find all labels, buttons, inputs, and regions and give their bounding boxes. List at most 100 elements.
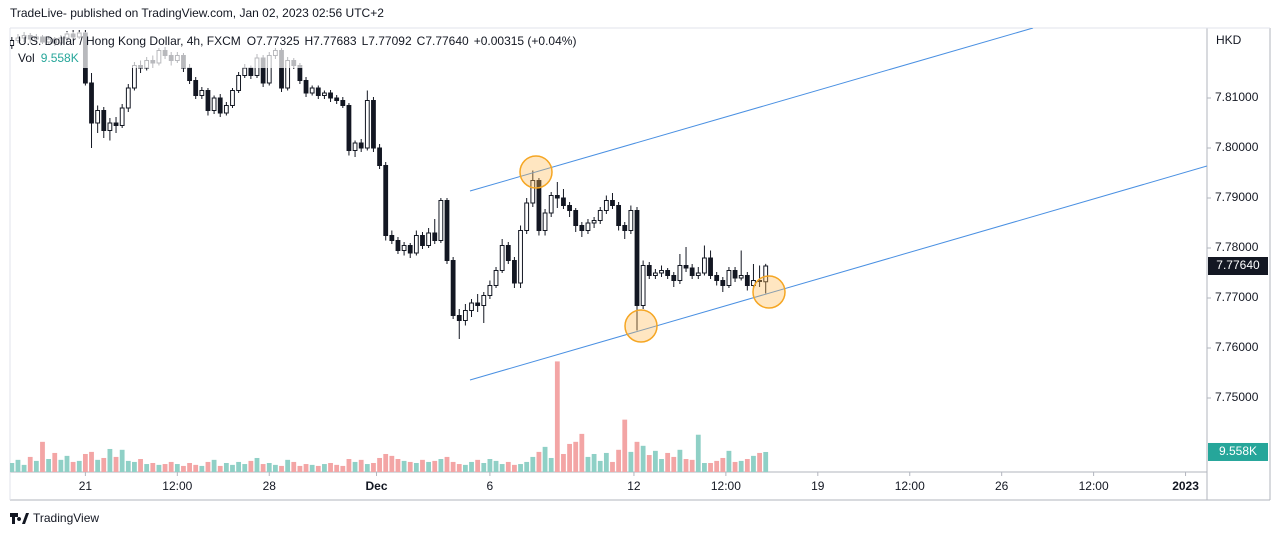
volume-bar	[548, 457, 554, 472]
volume-bar	[603, 452, 609, 472]
volume-bar	[272, 464, 278, 472]
candle-body	[383, 165, 389, 236]
volume-bar	[659, 459, 664, 472]
last-price-label: 7.77640	[1216, 258, 1260, 272]
volume-bar	[193, 464, 199, 472]
volume-bar	[181, 465, 186, 472]
candle-body	[603, 200, 609, 211]
publish-header: TradeLive- published on TradingView.com,…	[10, 6, 384, 20]
ohlc-value: 7.77092	[368, 34, 412, 48]
candle-body	[199, 90, 205, 96]
volume-bar	[512, 464, 517, 472]
volume-bar	[616, 449, 622, 472]
volume-bar	[732, 461, 738, 472]
volume-bar	[309, 464, 315, 472]
volume-bar	[542, 446, 548, 472]
candle-body	[671, 275, 677, 281]
candle-body	[413, 235, 419, 254]
volume-bar	[150, 462, 156, 472]
candle-body	[567, 205, 572, 211]
volume-bar	[248, 460, 254, 472]
volume-bar	[438, 459, 444, 472]
candle-body	[640, 265, 646, 306]
candle-body	[738, 275, 744, 279]
volume-bar	[242, 464, 248, 472]
x-tick-label: 12:00	[895, 479, 925, 493]
candle-body	[708, 257, 713, 276]
volume-bar	[27, 456, 33, 472]
volume-bar	[628, 451, 634, 472]
candle-body	[585, 222, 591, 231]
volume-bar	[432, 460, 438, 472]
y-tick-label: 7.78000	[1215, 240, 1259, 254]
candle-body	[499, 245, 505, 271]
candle-body	[591, 220, 597, 224]
volume-bar	[119, 449, 125, 472]
y-tick-label: 7.75000	[1215, 390, 1259, 404]
ohlc-key: L	[362, 34, 369, 48]
volume-bar	[554, 361, 560, 472]
volume-bar	[763, 451, 769, 472]
candle-body	[89, 82, 94, 124]
candle-body	[328, 92, 333, 99]
candle-body	[352, 142, 358, 151]
symbol: U.S. Dollar / Hong Kong Dollar, 4h, FXCM	[18, 34, 241, 48]
volume-bar	[585, 456, 591, 472]
candle-body	[315, 87, 321, 96]
drawings	[469, 28, 1207, 381]
volume-bar	[125, 460, 131, 472]
candle-body	[548, 195, 554, 214]
volume-bar	[334, 464, 340, 472]
volume-bar	[561, 453, 566, 472]
volume-bar	[652, 450, 658, 472]
candle-body	[107, 122, 113, 131]
candle-body	[10, 40, 15, 46]
candle-body	[346, 105, 352, 151]
candle-body	[230, 90, 235, 106]
axes: 7.75000 7.76000 7.77000 7.78000 7.79000 7.800…	[79, 90, 1268, 493]
candle-body	[763, 265, 769, 283]
volume-bar	[328, 462, 333, 472]
candle-body	[125, 87, 131, 109]
volume-bar	[352, 461, 358, 472]
volume-bar	[52, 452, 58, 472]
volume-bar	[757, 452, 762, 472]
x-tick-label: 12:00	[1079, 479, 1109, 493]
volume-bar	[144, 464, 150, 472]
volume-bar	[132, 461, 137, 472]
volume-bar	[254, 457, 260, 472]
y-tick-label: 7.77000	[1215, 290, 1259, 304]
candle-body	[211, 97, 217, 111]
candle-body	[407, 245, 413, 254]
candle-body	[248, 67, 254, 76]
ohlc-value: 7.77683	[313, 34, 357, 48]
volume-bar	[266, 462, 272, 472]
volume-bar	[70, 461, 76, 472]
highlight-circle	[752, 275, 786, 309]
candle-body	[456, 315, 462, 321]
volume-bar	[364, 464, 370, 472]
volume-bar	[297, 465, 303, 472]
volume-bar	[634, 441, 640, 472]
volume-bar	[640, 445, 646, 472]
candle-body	[542, 212, 548, 231]
volume-bar	[236, 461, 242, 472]
candle-body	[622, 225, 628, 231]
volume-bar	[162, 464, 168, 472]
volume-bar	[683, 459, 689, 472]
brand-name: TradingView	[33, 511, 99, 525]
candle-body	[714, 275, 720, 281]
candle-body	[358, 142, 364, 149]
volume-legend: Vol 9.558K	[18, 51, 79, 65]
candle-body	[702, 257, 707, 274]
candle-body	[518, 230, 523, 284]
volume-bar	[744, 459, 750, 472]
volume-bar	[10, 462, 15, 472]
y-tick-label: 7.79000	[1215, 190, 1259, 204]
x-tick-label: 28	[263, 479, 277, 493]
volume-bar	[469, 461, 474, 472]
candle-body	[561, 197, 566, 206]
volume-bar	[58, 459, 64, 472]
volume-bar	[444, 456, 450, 472]
candle-body	[217, 97, 223, 114]
